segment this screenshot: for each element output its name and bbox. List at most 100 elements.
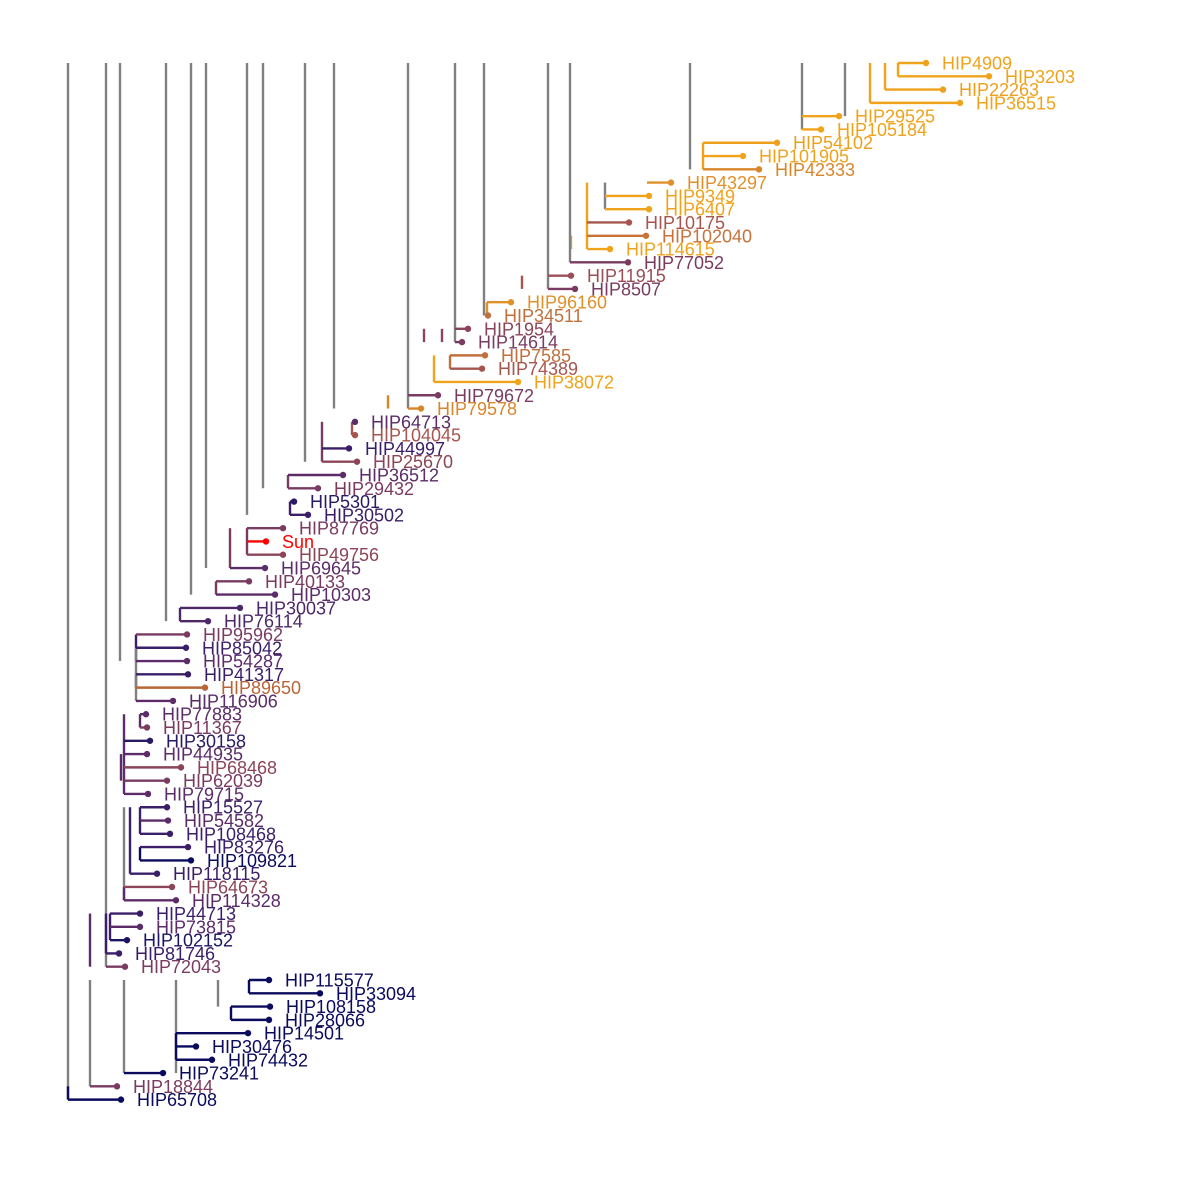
tip-point bbox=[484, 312, 492, 319]
leaf-label: HIP73241 bbox=[179, 1064, 259, 1084]
tip-point bbox=[481, 352, 489, 359]
tip-point bbox=[177, 764, 185, 771]
tip-point bbox=[939, 86, 947, 93]
leaf-label: HIP81746 bbox=[135, 944, 215, 964]
tip-point bbox=[245, 578, 253, 585]
tip-point bbox=[115, 950, 123, 957]
leaf-label: HIP115577 bbox=[285, 971, 374, 991]
tip-point bbox=[187, 857, 195, 864]
tip-point bbox=[163, 777, 171, 784]
leaf-label: HIP14614 bbox=[478, 333, 558, 353]
leaf-label: HIP116906 bbox=[189, 691, 278, 711]
leaf-label: HIP87769 bbox=[299, 519, 379, 539]
leaf-label: HIP114615 bbox=[626, 240, 715, 260]
leaf-label: HIP4909 bbox=[942, 54, 1012, 74]
leaf-label: HIP44935 bbox=[163, 745, 243, 765]
tip-point bbox=[625, 219, 633, 226]
leaf-label: HIP108158 bbox=[286, 997, 376, 1017]
tip-point bbox=[192, 1043, 200, 1050]
leaf-label: HIP28066 bbox=[285, 1010, 365, 1030]
tip-point bbox=[956, 99, 964, 107]
tip-point bbox=[153, 870, 161, 877]
leaf-label: HIP44713 bbox=[156, 904, 236, 924]
leaf-label: HIP5301 bbox=[310, 492, 380, 512]
leaf-label: HIP1954 bbox=[484, 319, 554, 339]
leaf-label: HIP41317 bbox=[204, 665, 284, 685]
leaf-label: HIP69645 bbox=[281, 559, 361, 579]
leaf-label: HIP30037 bbox=[256, 598, 336, 618]
tip-point bbox=[271, 591, 279, 598]
tip-point bbox=[166, 830, 174, 838]
tip-point bbox=[351, 418, 359, 426]
leaf-label: HIP33094 bbox=[336, 984, 416, 1004]
tip-point bbox=[208, 1056, 216, 1063]
tip-point bbox=[201, 684, 209, 691]
leaf-label: HIP49756 bbox=[299, 545, 379, 565]
leaf-label: HIP96160 bbox=[527, 293, 607, 313]
leaf-label: HIP29432 bbox=[334, 479, 414, 499]
leaf-label: HIP118115 bbox=[173, 864, 260, 884]
leaf-label: HIP62039 bbox=[183, 771, 263, 791]
tip-point bbox=[265, 976, 273, 984]
tip-point bbox=[168, 883, 176, 891]
leaf-label: HIP30502 bbox=[324, 505, 404, 525]
leaf-label: HIP30476 bbox=[212, 1037, 292, 1057]
leaf-label: HIP104045 bbox=[371, 426, 461, 446]
leaf-label: HIP79672 bbox=[454, 386, 534, 406]
leaf-label: HIP18844 bbox=[133, 1077, 213, 1097]
tip-point bbox=[113, 1083, 121, 1090]
tip-point bbox=[244, 1029, 252, 1037]
tip-point bbox=[279, 524, 287, 532]
leaf-label: HIP30158 bbox=[166, 731, 246, 751]
tip-point bbox=[339, 471, 347, 479]
leaf-label: HIP22263 bbox=[959, 80, 1039, 100]
leaf-label: HIP11915 bbox=[587, 266, 666, 286]
leaf-label: HIP8507 bbox=[591, 279, 661, 299]
leaf-label: HIP6407 bbox=[665, 200, 735, 220]
tip-point bbox=[117, 1096, 125, 1103]
leaf-label: HIP72043 bbox=[141, 957, 221, 977]
tip-point bbox=[236, 604, 244, 612]
tip-point bbox=[265, 1016, 273, 1024]
tip-point bbox=[159, 1069, 167, 1077]
tip-point bbox=[169, 697, 177, 705]
leaf-label: HIP109821 bbox=[207, 851, 297, 871]
leaf-label: HIP11367 bbox=[163, 718, 242, 738]
tip-point bbox=[304, 511, 312, 519]
leaf-label: HIP36512 bbox=[359, 465, 439, 485]
tip-point bbox=[571, 285, 579, 293]
leaf-label: HIP114328 bbox=[192, 891, 281, 911]
leaf-label: HIP68468 bbox=[197, 758, 277, 778]
tip-point bbox=[136, 910, 144, 917]
leaf-label: HIP10175 bbox=[645, 213, 725, 233]
tip-point bbox=[985, 73, 993, 80]
leaf-label: HIP102152 bbox=[143, 931, 233, 951]
tip-point bbox=[136, 923, 144, 931]
tip-point bbox=[606, 245, 614, 253]
tree-labels: HIP4909HIP3203HIP22263HIP36515HIP29525HI… bbox=[133, 54, 1075, 1111]
leaf-label: HIP36515 bbox=[976, 93, 1056, 113]
leaf-label: HIP101905 bbox=[759, 147, 849, 167]
leaf-label: HIP7585 bbox=[501, 346, 571, 366]
tip-point bbox=[316, 990, 324, 997]
leaf-label: HIP89650 bbox=[221, 678, 301, 698]
tip-point bbox=[458, 338, 466, 346]
leaf-label: HIP95962 bbox=[203, 625, 283, 645]
leaf-label: HIP34511 bbox=[504, 306, 583, 326]
tip-point bbox=[184, 671, 192, 678]
tip-point bbox=[204, 617, 212, 625]
leaf-label: HIP74389 bbox=[498, 359, 578, 379]
tip-point bbox=[345, 445, 353, 452]
leaf-label: HIP65708 bbox=[137, 1090, 217, 1110]
tip-point bbox=[143, 724, 151, 731]
tip-point bbox=[417, 405, 425, 412]
leaf-label: HIP77883 bbox=[162, 705, 242, 725]
tip-point bbox=[642, 232, 650, 239]
tip-point bbox=[146, 737, 154, 744]
leaf-label: HIP42333 bbox=[775, 160, 855, 180]
tip-point bbox=[567, 272, 575, 279]
tip-point bbox=[667, 179, 675, 186]
tip-point bbox=[922, 59, 930, 67]
leaf-label: HIP43297 bbox=[687, 173, 767, 193]
leaf-label: HIP3203 bbox=[1005, 67, 1075, 87]
